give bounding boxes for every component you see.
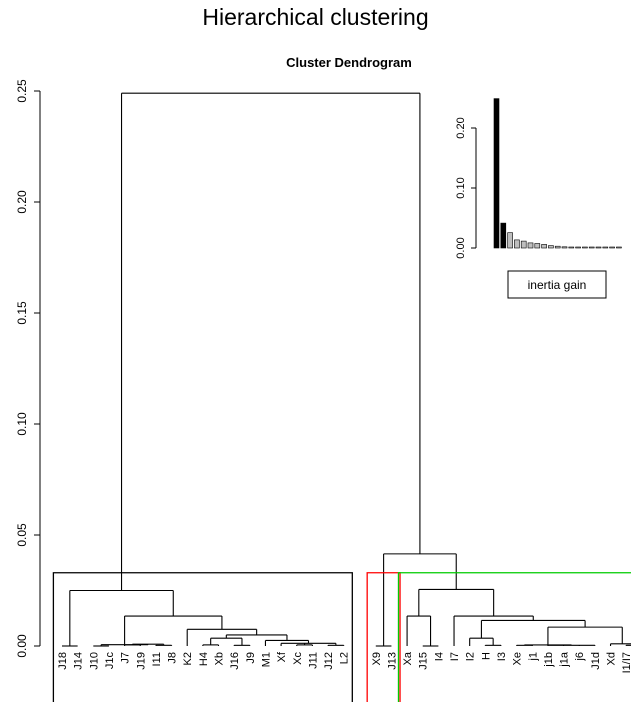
leaf-label: j6 — [574, 652, 586, 662]
inset-bar — [582, 246, 588, 249]
inset-bar — [568, 246, 575, 249]
cluster-box — [366, 572, 401, 702]
inset-bar — [514, 239, 520, 249]
y-tick-label: 0.15 — [15, 301, 29, 325]
leaf-label: J1d — [590, 652, 602, 670]
y-tick-label: 0.00 — [15, 634, 29, 658]
leaf-label: Xe — [512, 652, 524, 665]
leaf-label: Xf — [276, 651, 288, 662]
inset-y-tick-label: 0.10 — [455, 177, 467, 198]
y-tick-label: 0.05 — [15, 523, 29, 547]
leaf-label: I4 — [433, 652, 445, 661]
inset-bar — [575, 246, 581, 249]
inset-legend-box — [507, 270, 607, 299]
inset-bar — [493, 98, 500, 249]
leaf-label: J8 — [167, 652, 179, 664]
leaf-label: J15 — [418, 652, 430, 670]
inset-bar — [541, 244, 547, 249]
leaf-label: I2 — [465, 652, 477, 661]
inset-bar — [500, 222, 507, 249]
inset-bar — [548, 245, 554, 249]
inset-bar — [507, 232, 513, 249]
cluster-box — [52, 572, 353, 702]
chart-title: Cluster Dendrogram — [286, 55, 412, 70]
leaf-label: J14 — [73, 652, 85, 670]
leaf-label: L2 — [339, 652, 351, 664]
inset-bar — [554, 245, 561, 249]
leaf-label: J13 — [386, 652, 398, 670]
inset-y-tick-label: 0.00 — [455, 237, 467, 258]
leaf-label: I7 — [449, 652, 461, 661]
leaf-label: Xa — [402, 651, 414, 665]
leaf-label: J1c — [104, 652, 116, 670]
inset-y-tick-label: 0.20 — [455, 117, 467, 138]
y-tick-label: 0.10 — [15, 412, 29, 436]
leaf-label: J18 — [57, 652, 69, 670]
leaf-label: I3 — [496, 652, 508, 661]
cluster-boxes — [52, 572, 631, 702]
inset-bar — [527, 242, 534, 249]
cluster-box — [397, 572, 631, 702]
dendrogram-tree — [62, 92, 631, 647]
leaf-label: Xb — [214, 652, 226, 665]
leaf-label: j1b — [543, 652, 555, 668]
leaf-label: Xc — [292, 652, 304, 665]
y-tick-label: 0.20 — [15, 190, 29, 214]
leaf-label: J16 — [229, 652, 241, 670]
leaf-label: I1/I7 — [621, 652, 631, 673]
leaf-label: H — [480, 652, 492, 660]
inertia-gain-inset: 0.00 0.10 0.20 inertia gain — [455, 98, 622, 299]
inset-bar — [616, 246, 622, 249]
y-axis: 0.00 0.05 0.10 0.15 0.20 0.25 — [15, 79, 41, 658]
leaf-label: J12 — [323, 652, 335, 670]
leaf-label: K2 — [182, 652, 194, 665]
leaf-label: H4 — [198, 652, 210, 666]
leaf-label: j1a — [559, 651, 571, 668]
leaf-label: I11 — [151, 652, 163, 666]
leaf-label: Xd — [606, 652, 618, 665]
leaf-label: J11 — [307, 652, 319, 669]
leaf-labels: J18 J14 J10 J1c J7 J19 I11 J8 K2 H4 Xb J16 J9 M1 Xf Xc J… — [57, 651, 631, 673]
inset-bar — [595, 246, 602, 249]
leaf-label: M1 — [260, 652, 272, 667]
inset-bar — [534, 243, 541, 249]
inset-bar — [602, 246, 609, 249]
leaf-label: J7 — [120, 652, 132, 664]
y-tick-label: 0.25 — [15, 79, 29, 103]
leaf-label: J10 — [88, 652, 100, 670]
page-title: Hierarchical clustering — [202, 4, 429, 30]
leaf-label: X9 — [371, 652, 383, 665]
leaf-label: j1 — [527, 652, 539, 662]
leaf-label: J19 — [135, 652, 147, 670]
inset-bar — [588, 246, 595, 249]
inset-bar — [609, 246, 615, 249]
inset-legend-label: inertia gain — [528, 278, 587, 292]
inset-bar — [520, 240, 527, 249]
inset-bar — [561, 246, 568, 249]
leaf-label: J9 — [245, 652, 257, 664]
